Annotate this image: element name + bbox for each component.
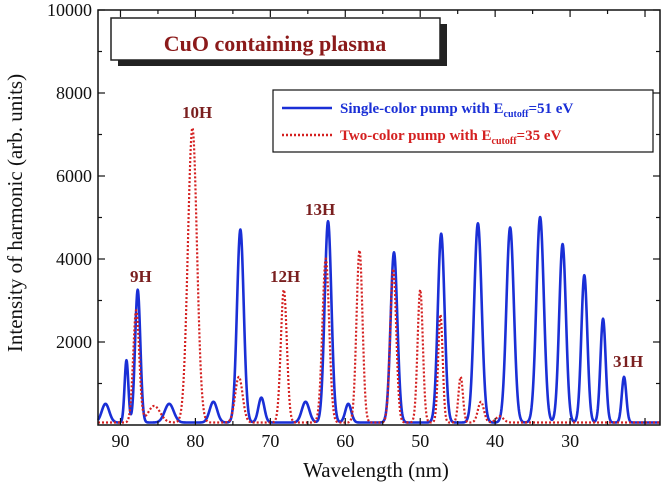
series-line-0 bbox=[96, 215, 661, 424]
y-tick-label: 6000 bbox=[56, 166, 92, 186]
x-axis-title: Wavelength (nm) bbox=[303, 458, 449, 482]
x-tick-label: 40 bbox=[486, 431, 504, 451]
annotation-12h: 12H bbox=[270, 267, 300, 286]
x-tick-label: 70 bbox=[261, 431, 279, 451]
legend-label-single: Single-color pump with Ecutoff=51 eV bbox=[340, 101, 573, 120]
y-axis-title: Intensity of harmonic (arb. units) bbox=[3, 74, 27, 352]
y-tick-label: 2000 bbox=[56, 332, 92, 352]
legend-label-two: Two-color pump with Ecutoff=35 eV bbox=[340, 128, 562, 147]
plot-frame bbox=[97, 9, 661, 426]
annotation-10h: 10H bbox=[182, 103, 212, 122]
annotation-31h: 31H bbox=[613, 352, 643, 371]
x-tick-label: 50 bbox=[411, 431, 429, 451]
x-tick-label: 80 bbox=[186, 431, 204, 451]
annotation-9h: 9H bbox=[130, 267, 152, 286]
y-tick-label: 10000 bbox=[47, 0, 92, 20]
legend: Single-color pump with Ecutoff=51 eV Two… bbox=[272, 89, 654, 153]
x-tick-label: 90 bbox=[111, 431, 129, 451]
series-line-1 bbox=[97, 126, 661, 424]
y-tick-label: 8000 bbox=[56, 83, 92, 103]
plot-lines bbox=[96, 126, 661, 424]
axes: 90 80 70 60 50 40 30 2000 4000 6000 8000 10000 bbox=[47, 0, 661, 451]
y-tick-label: 4000 bbox=[56, 249, 92, 269]
chart-title: CuO containing plasma bbox=[164, 31, 387, 56]
chart-title-box: CuO containing plasma bbox=[110, 17, 447, 66]
x-tick-label: 30 bbox=[561, 431, 579, 451]
annotation-13h: 13H bbox=[305, 200, 335, 219]
x-tick-label: 60 bbox=[336, 431, 354, 451]
